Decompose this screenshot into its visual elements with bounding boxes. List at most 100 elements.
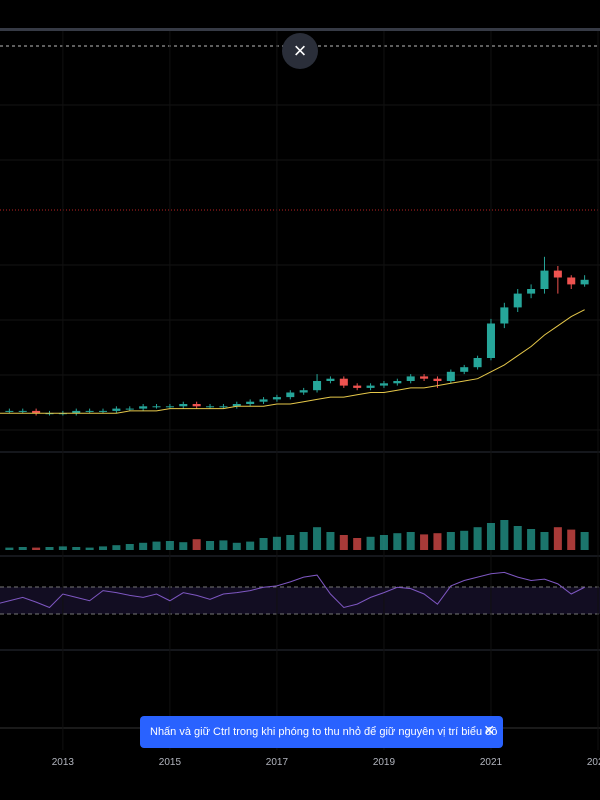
volume-bar <box>98 546 108 550</box>
volume-bar <box>18 547 27 550</box>
candle-body <box>272 397 281 400</box>
volume-bar <box>259 538 268 550</box>
candle-body <box>85 410 94 412</box>
candle-body <box>553 270 562 278</box>
candle-body <box>433 378 442 381</box>
volume-bar <box>58 546 67 550</box>
candle-body <box>219 406 228 408</box>
candle-body <box>179 404 188 407</box>
candle-body <box>32 410 41 414</box>
candle-body <box>139 406 148 409</box>
volume-bar <box>500 520 509 550</box>
volume-bar <box>299 532 308 550</box>
volume-bar <box>112 545 121 550</box>
candle-body <box>366 385 375 388</box>
volume-bar <box>353 538 362 550</box>
grid <box>0 104 600 431</box>
volume-bar <box>339 535 348 550</box>
volume-bar <box>420 534 429 550</box>
toast-close[interactable]: ✕ <box>483 722 495 738</box>
volume-bar <box>125 544 134 550</box>
candle-body <box>72 410 81 414</box>
volume-bar <box>165 541 174 550</box>
toast: Nhấn và giữ Ctrl trong khi phóng to thu … <box>140 716 503 748</box>
candle-body <box>567 277 576 285</box>
candle-body <box>246 401 255 404</box>
candle-body <box>500 307 509 324</box>
candle-body <box>580 279 589 285</box>
volume-bar <box>246 541 255 550</box>
x-tick-label: 2021 <box>480 757 503 768</box>
volume-bar <box>366 536 375 550</box>
candle-body <box>112 408 121 411</box>
volume-bar <box>152 541 161 550</box>
candle-body <box>313 381 322 391</box>
top-bar <box>0 28 600 31</box>
volume-bar <box>272 536 281 550</box>
candle-body <box>393 381 402 384</box>
volume-bar <box>32 547 41 550</box>
candle-body <box>98 410 108 412</box>
x-tick-label: 2019 <box>373 757 396 768</box>
volume-bar <box>139 542 148 550</box>
candle-body <box>379 383 388 386</box>
volume-bar <box>45 547 54 550</box>
volume-bar <box>326 532 335 550</box>
volume-bar <box>286 535 295 550</box>
volume-bar <box>553 527 562 550</box>
candle-body <box>460 367 469 372</box>
volume-bar <box>379 535 388 550</box>
candle-body <box>232 404 241 407</box>
candle-body <box>540 270 549 289</box>
volume-bar <box>179 542 188 550</box>
candle-body <box>18 410 27 412</box>
rsi-band <box>0 587 600 614</box>
volume-bar <box>486 523 495 550</box>
rsi-line <box>0 571 585 609</box>
volume-bar <box>5 547 14 550</box>
close-button[interactable]: × <box>282 33 318 69</box>
candle-body <box>473 358 482 368</box>
volume-bar <box>460 530 469 550</box>
volume-bar <box>313 527 322 550</box>
candle-body <box>5 410 14 412</box>
toast-text: Nhấn và giữ Ctrl trong khi phóng to thu … <box>150 726 498 738</box>
candle-body <box>286 392 295 398</box>
candle-body <box>125 408 134 410</box>
volume-bar <box>513 526 522 550</box>
candle-body <box>326 378 335 381</box>
candle-body <box>527 289 536 294</box>
candle-body <box>299 390 308 393</box>
volume-bar <box>540 532 549 550</box>
volume-bar <box>232 542 241 550</box>
candle-body <box>420 376 429 379</box>
volume-bar <box>433 533 442 550</box>
volume-bar <box>446 532 455 550</box>
candle-body <box>192 404 201 407</box>
volume-bar <box>393 533 402 550</box>
candle-body <box>152 406 161 408</box>
candle-body <box>259 399 268 402</box>
candle-body <box>486 323 495 358</box>
x-tick-label: 2017 <box>266 757 289 768</box>
x-tick-label: 2013 <box>52 757 75 768</box>
volume-bar <box>85 547 94 550</box>
candle-body <box>446 371 455 381</box>
volume-bar <box>406 532 415 550</box>
candle-body <box>513 293 522 308</box>
volume-bar <box>192 539 201 550</box>
volume-bar <box>527 529 536 550</box>
candle-body <box>353 385 362 388</box>
candle-body <box>165 406 174 408</box>
volume-bar <box>567 529 576 550</box>
volume-bar <box>72 547 81 550</box>
x-tick-label: 2015 <box>159 757 182 768</box>
volume-bar <box>219 540 228 550</box>
x-tick-label: 2023 <box>587 757 600 768</box>
volume-bar <box>580 532 589 550</box>
volume-bar <box>206 541 215 550</box>
candle-body <box>206 406 215 408</box>
candle-body <box>406 376 415 381</box>
